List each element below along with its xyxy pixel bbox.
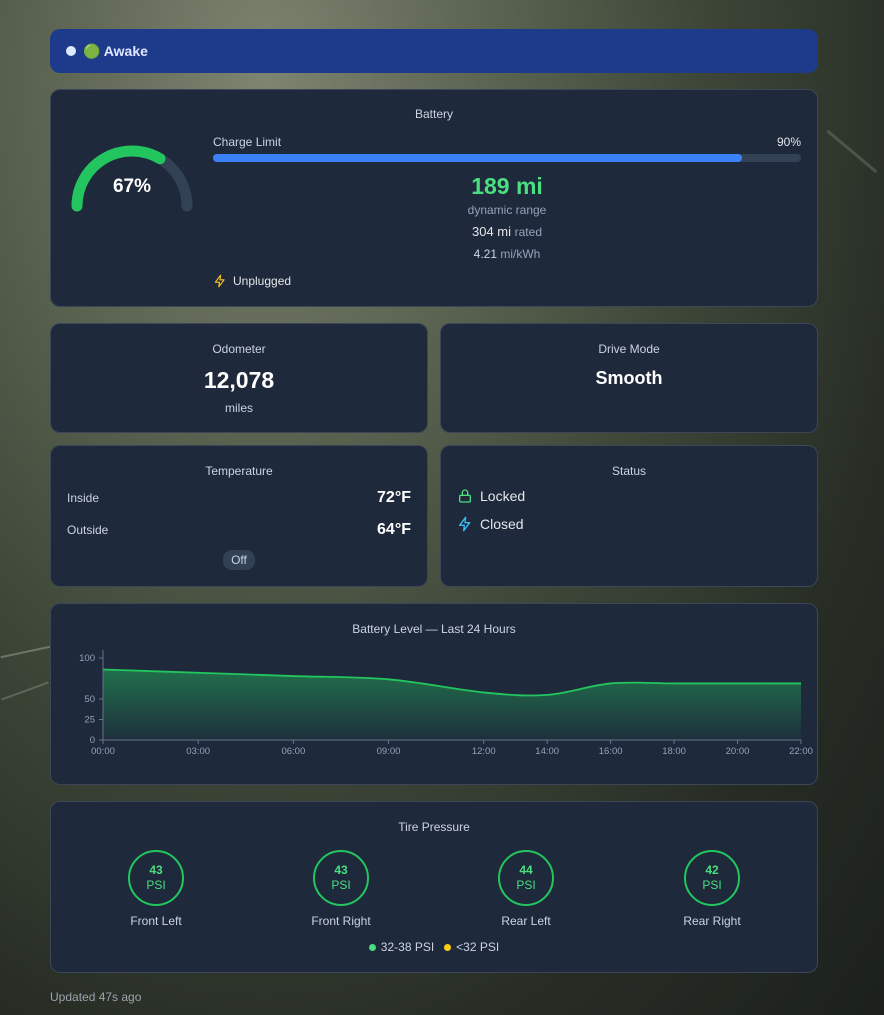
tire-pressure-card: Tire Pressure 43 PSI Front Left 43 PSI F… [50, 801, 818, 973]
outside-temp-label: Outside [67, 523, 109, 537]
tire-pressure-value: 42 [705, 863, 719, 877]
tire-pressure-gauge: 43 PSI [313, 850, 369, 906]
x-tick-label: 03:00 [186, 746, 210, 757]
tire-pressure-value: 43 [149, 863, 163, 877]
legend-low: <32 PSI [444, 940, 499, 954]
tire-label: Rear Left [501, 914, 551, 928]
odometer-value: 12,078 [203, 367, 275, 393]
last-updated: Updated 47s ago [50, 990, 142, 1004]
plug-status: Unplugged [213, 274, 291, 288]
tire-rear-left: 44 PSI Rear Left [466, 850, 586, 928]
tire-label: Front Left [130, 914, 182, 928]
drive-mode-value: Smooth [595, 368, 663, 388]
tire-front-left: 43 PSI Front Left [96, 850, 216, 928]
tire-pressure-value: 43 [334, 863, 348, 877]
x-tick-label: 06:00 [281, 746, 305, 757]
status-card: Status Locked Closed [440, 445, 818, 587]
lock-icon [459, 489, 471, 503]
outside-temp-value: 64°F [377, 521, 411, 538]
lock-status-label: Locked [480, 488, 526, 504]
charge-port-label: Closed [480, 516, 524, 532]
tire-pressure-gauge: 43 PSI [128, 850, 184, 906]
charge-limit-label: Charge Limit [213, 135, 282, 149]
inside-temp-value: 72°F [377, 489, 411, 506]
efficiency-unit: mi/kWh [500, 247, 541, 261]
y-tick-label: 25 [84, 715, 95, 726]
inside-temp-label: Inside [67, 491, 100, 505]
temperature-title: Temperature [205, 464, 273, 478]
tire-front-right: 43 PSI Front Right [281, 850, 401, 928]
y-tick-label: 0 [90, 735, 95, 746]
efficiency: 4.21 mi/kWh [213, 247, 801, 261]
chart-title: Battery Level — Last 24 Hours [352, 622, 516, 636]
charge-port-status: Closed [457, 516, 524, 532]
status-title: Status [611, 464, 647, 478]
y-tick-label: 50 [84, 694, 95, 705]
x-tick-label: 09:00 [377, 746, 401, 757]
odometer-card: Odometer 12,078 miles [50, 323, 428, 433]
y-tick-label: 100 [79, 653, 95, 664]
legend-ok-dot [368, 943, 376, 951]
battery-gauge [71, 145, 193, 212]
tire-pressure-unit: PSI [516, 878, 536, 892]
rated-range: 304 mi rated [213, 224, 801, 239]
rated-range-label: rated [514, 225, 542, 239]
x-tick-label: 18:00 [662, 746, 686, 757]
tire-pressure-value: 44 [519, 863, 533, 877]
battery-card: Battery 67% Charge Limit 90% 189 mi dyna… [50, 89, 818, 307]
tire-pressure-unit: PSI [331, 878, 351, 892]
temperature-card: Temperature Inside 72°F Outside 64°F Off [50, 445, 428, 587]
legend-ok-label: 32-38 PSI [380, 940, 435, 954]
x-tick-label: 22:00 [789, 746, 813, 757]
dynamic-range-label: dynamic range [467, 203, 547, 217]
dashboard: 🟢 Awake Battery 67% Charge Limit 90% 189… [50, 29, 818, 1004]
tire-pressure-unit: PSI [146, 878, 166, 892]
dynamic-range-value: 189 mi [471, 173, 543, 199]
tire-pressure-title: Tire Pressure [398, 820, 470, 834]
charge-limit-fill [213, 154, 743, 162]
vehicle-state-label: 🟢 Awake [83, 42, 148, 59]
odometer-unit: miles [224, 401, 253, 415]
x-tick-label: 14:00 [535, 746, 559, 757]
tire-legend: 32-38 PSI <32 PSI [51, 940, 817, 954]
battery-area-fill [103, 669, 801, 740]
tire-label: Front Right [311, 914, 371, 928]
drive-mode-card: Drive Mode Smooth [440, 323, 818, 433]
rated-range-value: 304 mi [471, 224, 512, 239]
x-tick-label: 16:00 [599, 746, 623, 757]
efficiency-value: 4.21 [473, 247, 497, 261]
battery-level-line [102, 668, 801, 697]
plug-status-label: Unplugged [233, 274, 292, 288]
battery-history-chart: 0 25 50 100 00:00 03:00 06:00 09:00 12:00 14:00 16… [79, 650, 813, 757]
bolt-icon [214, 274, 225, 288]
battery-history-card: Battery Level — Last 24 Hours 0 25 50 100 00… [50, 603, 818, 785]
charge-limit-bar[interactable] [213, 154, 801, 162]
tire-pressure-gauge: 44 PSI [498, 850, 554, 906]
bolt-icon [459, 516, 471, 532]
battery-gauge-fill [71, 145, 166, 212]
tire-pressure-gauge: 42 PSI [684, 850, 740, 906]
legend-ok: 32-38 PSI [368, 940, 435, 954]
legend-low-label: <32 PSI [456, 940, 500, 954]
lock-status: Locked [457, 488, 525, 504]
legend-low-dot [444, 943, 452, 951]
battery-percent: 67% [112, 176, 152, 197]
charge-limit-value: 90% [776, 135, 801, 149]
vehicle-state-bar: 🟢 Awake [50, 29, 818, 73]
odometer-title: Odometer [212, 342, 266, 356]
x-tick-label: 00:00 [91, 746, 115, 757]
x-tick-label: 12:00 [472, 746, 496, 757]
climate-status-badge[interactable]: Off [223, 550, 255, 570]
battery-title: Battery [414, 107, 453, 121]
tire-pressure-unit: PSI [702, 878, 722, 892]
state-indicator-dot [66, 46, 76, 56]
tire-label: Rear Right [683, 914, 741, 928]
tire-rear-right: 42 PSI Rear Right [652, 850, 772, 928]
x-tick-label: 20:00 [726, 746, 750, 757]
drive-mode-title: Drive Mode [598, 342, 660, 356]
